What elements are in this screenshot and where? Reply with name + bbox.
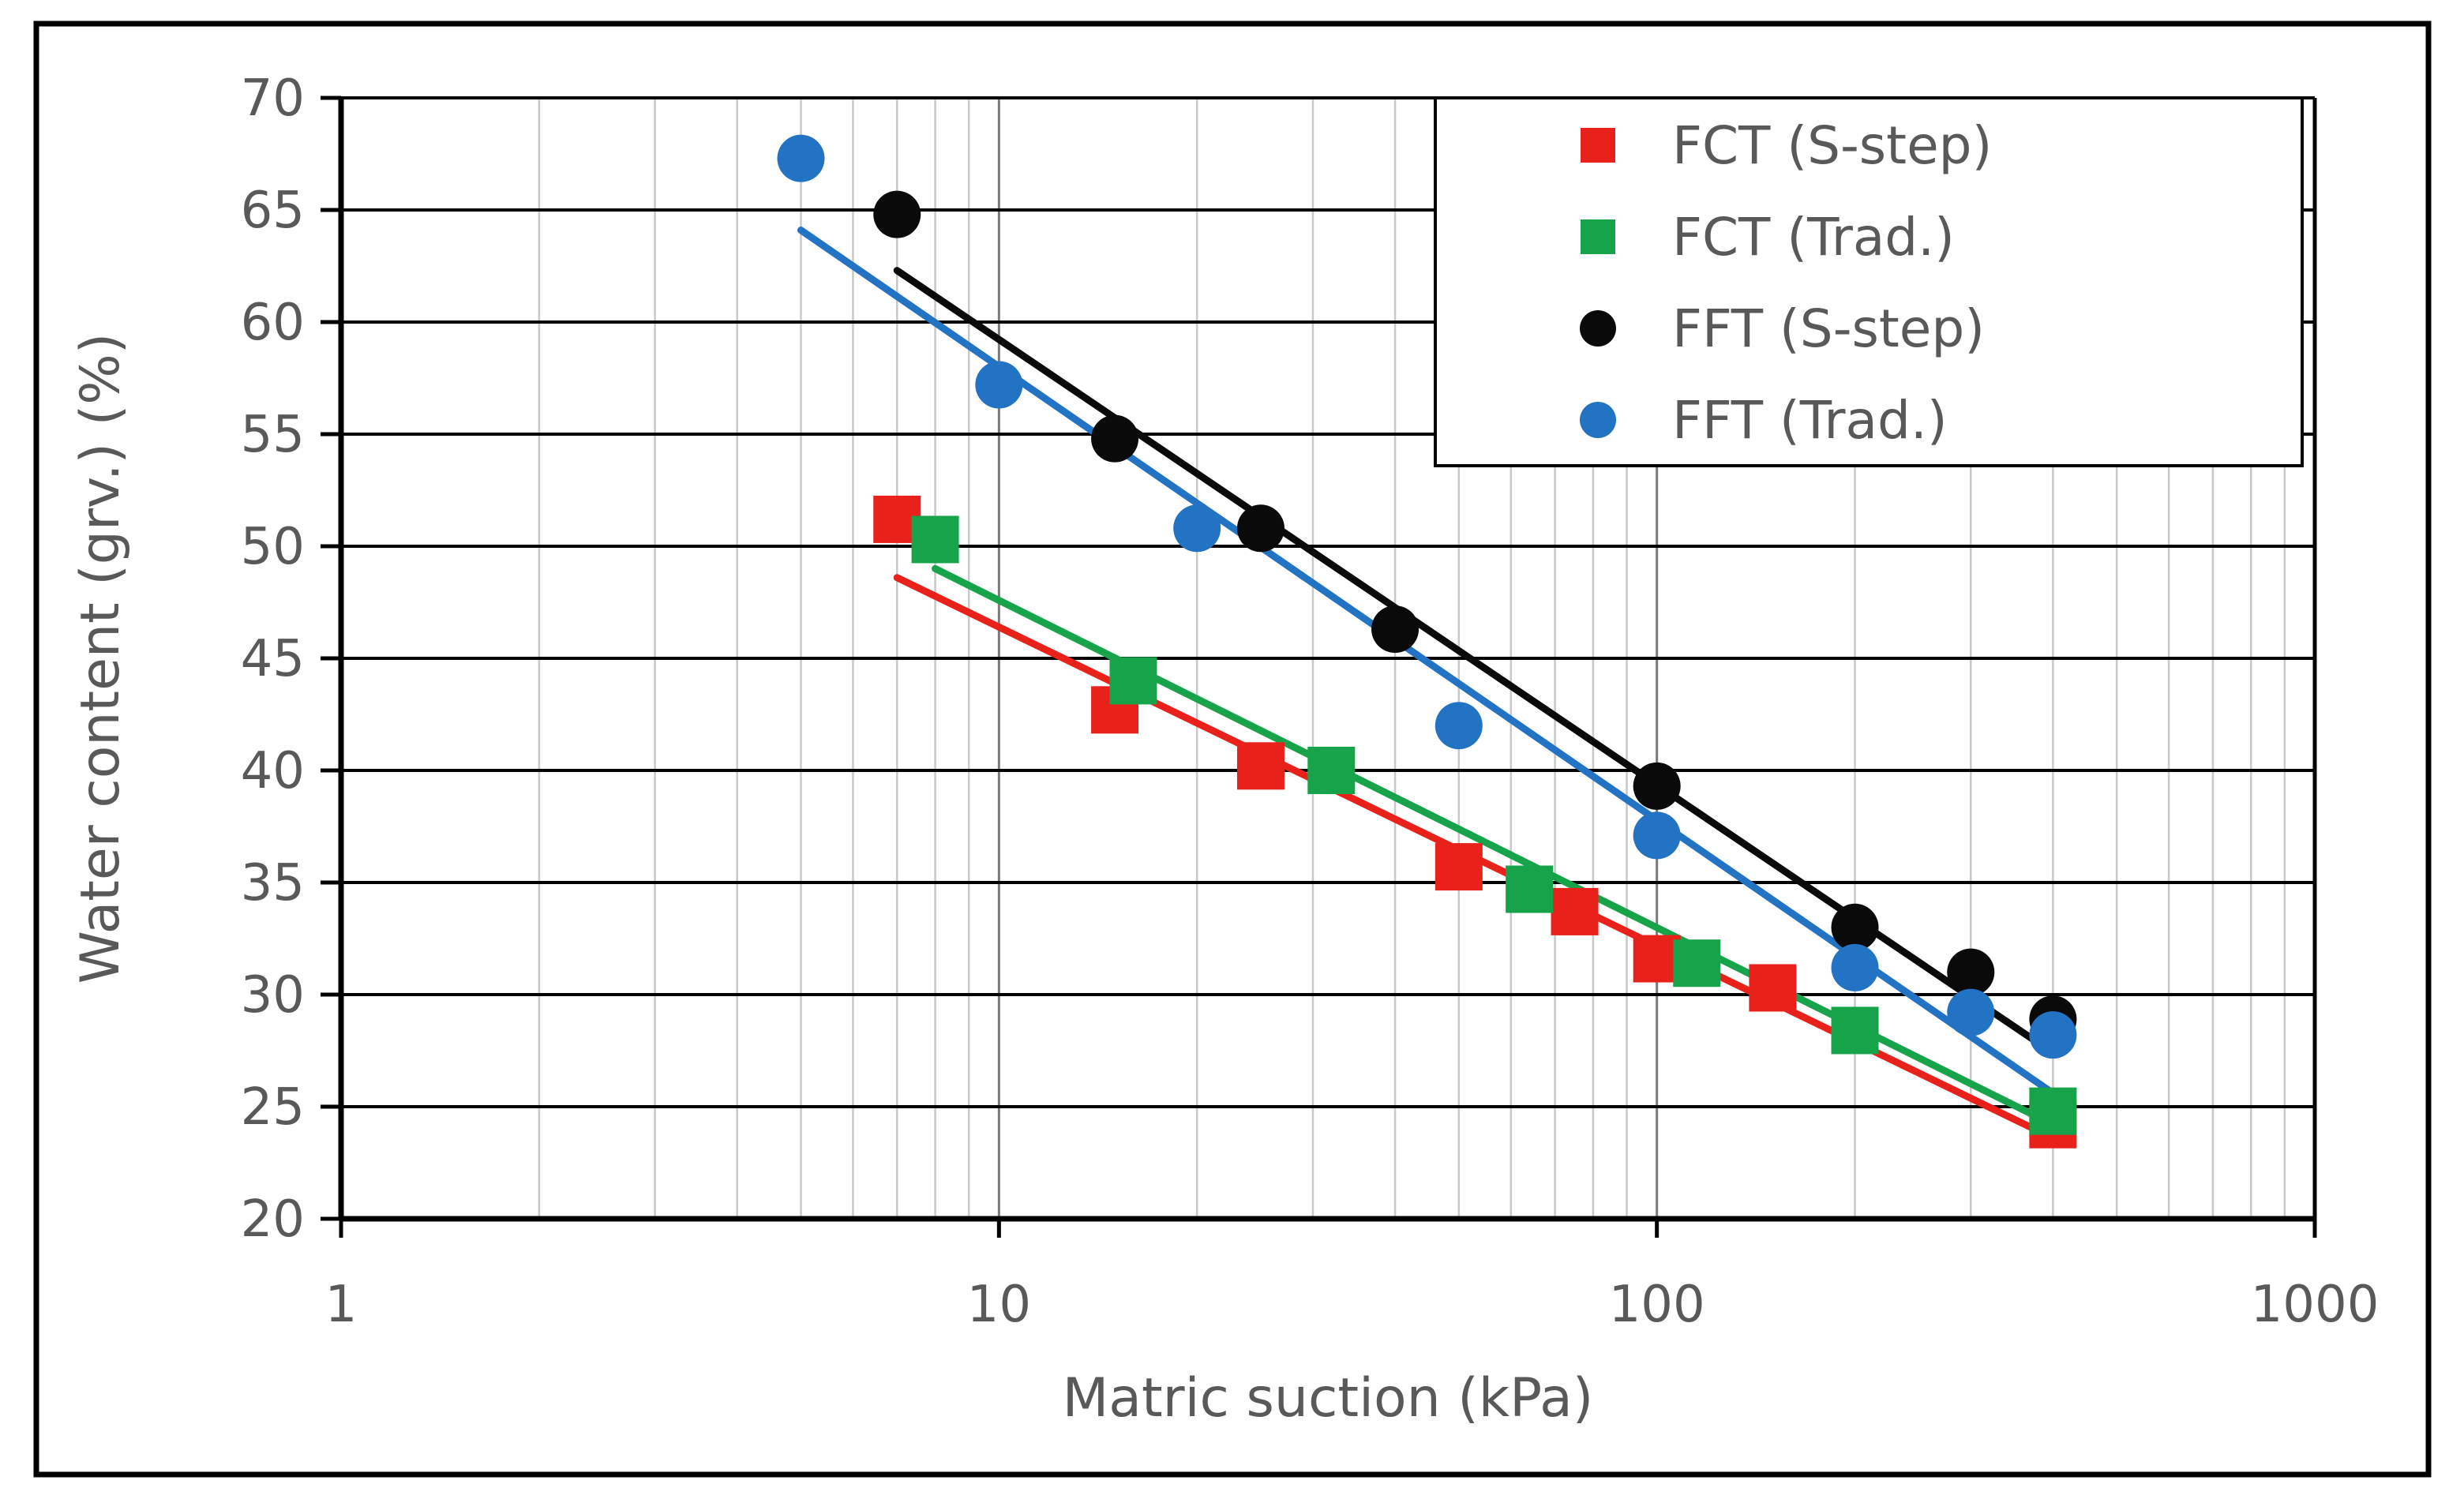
point-fft-s-step [1633,762,1681,810]
y-tick-label: 30 [241,966,305,1025]
legend-label-fct-s-step: FCT (S-step) [1672,115,1992,176]
point-fct-trad [1831,1006,1879,1055]
point-fft-trad [1435,702,1483,750]
point-fct-trad [911,515,959,564]
y-tick-label: 55 [241,406,305,464]
legend-marker-fct-s-step [1581,128,1615,163]
legend-label-fft-trad: FFT (Trad.) [1672,390,1948,451]
y-axis-title: Water content (grv.) (%) [69,333,132,984]
point-fct-trad [1109,657,1157,705]
legend-marker-fft-trad [1580,402,1616,438]
x-tick-label: 10 [967,1276,1031,1334]
x-axis-title: Matric suction (kPa) [1063,1367,1594,1430]
y-tick-label: 35 [241,854,305,913]
point-fft-s-step [1091,414,1139,463]
legend-label-fct-trad: FCT (Trad.) [1672,207,1955,268]
point-fft-s-step [1371,605,1420,654]
legend-marker-fft-s-step [1580,310,1616,347]
point-fct-trad [2029,1087,2077,1135]
y-tick-label: 40 [241,742,305,800]
point-fct-s-step [1633,935,1681,983]
y-tick-label: 50 [241,518,305,576]
point-fft-trad [1831,943,1879,991]
y-tick-label: 60 [241,294,305,352]
x-tick-label: 1000 [2251,1276,2380,1334]
y-tick-label: 65 [241,182,305,240]
point-fft-trad [1633,811,1681,860]
point-fct-s-step [1236,742,1285,790]
x-tick-label: 100 [1609,1276,1705,1334]
point-fft-trad [2029,1011,2077,1059]
point-fft-trad [975,361,1023,409]
point-fft-s-step [873,190,921,238]
point-fft-s-step [1831,903,1879,951]
point-fft-s-step [1236,504,1285,553]
point-fct-trad [1673,939,1721,987]
data-points [777,134,2077,1149]
point-fft-s-step [1947,948,1995,996]
point-fft-trad [1173,504,1221,553]
x-tick-label: 1 [325,1276,358,1334]
legend-marker-fct-trad [1581,219,1615,254]
point-fct-trad [1506,865,1554,913]
axes [321,96,2317,1238]
legend: FCT (S-step) FCT (Trad.) FFT (S-step) FFT (… [1434,96,2304,467]
legend-box [1434,96,2304,467]
tick-labels: 20 25 30 35 40 45 50 55 60 65 70 1 10 100 1000 [241,69,2380,1334]
legend-label-fft-s-step: FFT (S-step) [1672,298,1985,359]
y-tick-label: 45 [241,630,305,688]
point-fft-trad [777,134,825,182]
point-fct-s-step [1749,964,1797,1012]
y-tick-label: 70 [241,69,305,128]
point-fft-trad [1947,988,1995,1036]
point-fct-s-step [1551,887,1599,935]
point-fct-trad [1307,747,1356,794]
point-fct-s-step [1435,843,1483,891]
y-tick-label: 20 [241,1190,305,1249]
y-tick-label: 25 [241,1078,305,1137]
